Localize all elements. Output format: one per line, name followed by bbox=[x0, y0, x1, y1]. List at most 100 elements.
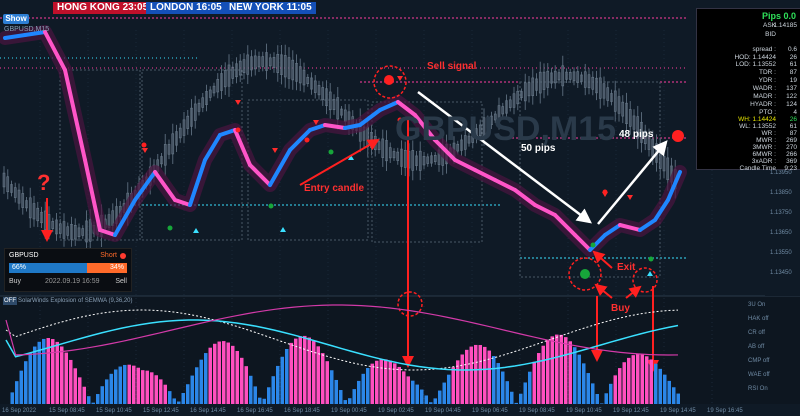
candle-body bbox=[617, 96, 621, 114]
histogram-bar-blue bbox=[186, 384, 190, 404]
candle-body bbox=[235, 63, 238, 78]
sentiment-bar: 66% 34% bbox=[9, 263, 127, 273]
histogram-bar-blue bbox=[415, 384, 419, 404]
histogram-bar-blue bbox=[177, 401, 181, 404]
trend-line-down bbox=[153, 170, 177, 202]
trend-line-down bbox=[233, 128, 252, 167]
candle-body bbox=[561, 65, 565, 87]
price-axis-tick: 1.13850 bbox=[770, 190, 792, 196]
trend-line-up bbox=[203, 133, 222, 162]
trade-symbol: GBPUSD bbox=[9, 252, 39, 259]
candle-body bbox=[542, 71, 546, 90]
histogram-bar-blue bbox=[334, 379, 338, 404]
histogram-bar-pink bbox=[127, 364, 131, 404]
candle-body bbox=[201, 97, 205, 108]
histogram-bar-blue bbox=[339, 390, 343, 404]
buy-label-annotation: Buy bbox=[611, 303, 630, 314]
clock-time: 23:05 bbox=[122, 2, 149, 13]
candle-body bbox=[283, 55, 287, 78]
candle-body bbox=[272, 57, 276, 68]
histogram-bar-pink bbox=[541, 345, 545, 404]
histogram-bar-blue bbox=[505, 381, 509, 404]
signal-dot bbox=[602, 189, 608, 195]
trend-line-down bbox=[173, 198, 192, 207]
candle-body bbox=[171, 133, 175, 155]
candle-body bbox=[197, 102, 201, 112]
histogram-bar-blue bbox=[100, 386, 104, 404]
pips48-label: 48 pips bbox=[619, 129, 654, 140]
candle-body bbox=[666, 157, 670, 181]
candle-body bbox=[647, 135, 651, 150]
buy-signal-dot bbox=[580, 269, 590, 279]
time-axis-tick: 19 Sep 06:45 bbox=[472, 408, 508, 414]
candle-body bbox=[17, 189, 21, 204]
info-row-value: 19 bbox=[789, 77, 797, 84]
show-button[interactable]: Show bbox=[3, 14, 29, 24]
histogram-bar-blue bbox=[361, 373, 365, 404]
price-axis-tick: 1.13750 bbox=[770, 210, 792, 216]
histogram-bar-blue bbox=[366, 368, 370, 404]
indicator-off-button[interactable]: OFF bbox=[3, 297, 17, 305]
trend-line-up bbox=[653, 198, 670, 222]
osc-line-magenta bbox=[5, 304, 679, 356]
info-row-value: 26 bbox=[789, 116, 797, 123]
osc-label: CR off bbox=[748, 330, 765, 336]
histogram-bar-blue bbox=[123, 364, 127, 404]
candle-body bbox=[388, 147, 392, 159]
sell-signal-circle bbox=[373, 65, 407, 99]
trend-line-up bbox=[343, 123, 362, 130]
oscillator-peak-circle bbox=[397, 291, 423, 317]
histogram-bar-pink bbox=[393, 363, 397, 404]
trend-line-down bbox=[493, 178, 517, 192]
histogram-bar-pink bbox=[456, 360, 460, 404]
histogram-bar-blue bbox=[181, 392, 185, 404]
histogram-bar-pink bbox=[640, 354, 644, 404]
histogram-bar-blue bbox=[586, 373, 590, 404]
histogram-bar-pink bbox=[451, 367, 455, 404]
candle-body bbox=[88, 219, 92, 242]
histogram-bar-pink bbox=[627, 357, 631, 404]
candle-body bbox=[403, 149, 407, 168]
info-row-label: 6MWR : bbox=[752, 151, 776, 158]
histogram-bar-pink bbox=[208, 347, 212, 404]
histogram-bar-pink bbox=[226, 342, 230, 404]
info-row-label: Candle Time bbox=[739, 165, 777, 172]
histogram-bar-blue bbox=[190, 375, 194, 404]
histogram-bar-pink bbox=[325, 361, 329, 404]
histogram-bar-blue bbox=[330, 370, 334, 404]
trend-line-up bbox=[218, 128, 237, 137]
histogram-bar-blue bbox=[19, 370, 23, 404]
histogram-bar-blue bbox=[667, 380, 671, 404]
candle-body bbox=[55, 219, 58, 235]
candle-body bbox=[287, 57, 291, 79]
histogram-bar-pink bbox=[289, 342, 293, 404]
histogram-bar-blue bbox=[285, 349, 289, 404]
trend-line-down bbox=[98, 228, 117, 237]
histogram-bar-blue bbox=[447, 374, 451, 404]
info-row-value: 9:23 bbox=[784, 165, 797, 172]
histogram-bar-pink bbox=[537, 353, 541, 404]
info-row-label: WADR : bbox=[752, 85, 776, 92]
trade-panel[interactable]: GBPUSD Short 66% 34% Buy 2022.09.19 16:5… bbox=[4, 248, 132, 292]
signal-dot bbox=[397, 117, 403, 123]
trend-line-up bbox=[133, 170, 157, 202]
candle-body bbox=[505, 100, 508, 114]
info-row-value: 0.6 bbox=[787, 46, 797, 53]
histogram-bar-pink bbox=[379, 359, 383, 404]
histogram-bar-pink bbox=[568, 341, 572, 404]
histogram-bar-blue bbox=[168, 391, 172, 404]
clock-time: 16:05 bbox=[196, 2, 222, 13]
buy-signal-circle bbox=[568, 257, 602, 291]
clock-city: LONDON bbox=[150, 2, 194, 13]
histogram-bar-pink bbox=[141, 370, 145, 404]
candle-body bbox=[66, 226, 70, 236]
candle-body bbox=[261, 56, 265, 67]
histogram-bar-blue bbox=[492, 356, 496, 404]
candle-body bbox=[430, 155, 433, 164]
histogram-bar-pink bbox=[78, 377, 82, 404]
pips50-label: 50 pips bbox=[521, 143, 556, 154]
histogram-bar-pink bbox=[478, 345, 482, 404]
entry-arrow bbox=[299, 139, 380, 186]
osc-line-teal bbox=[5, 319, 679, 371]
